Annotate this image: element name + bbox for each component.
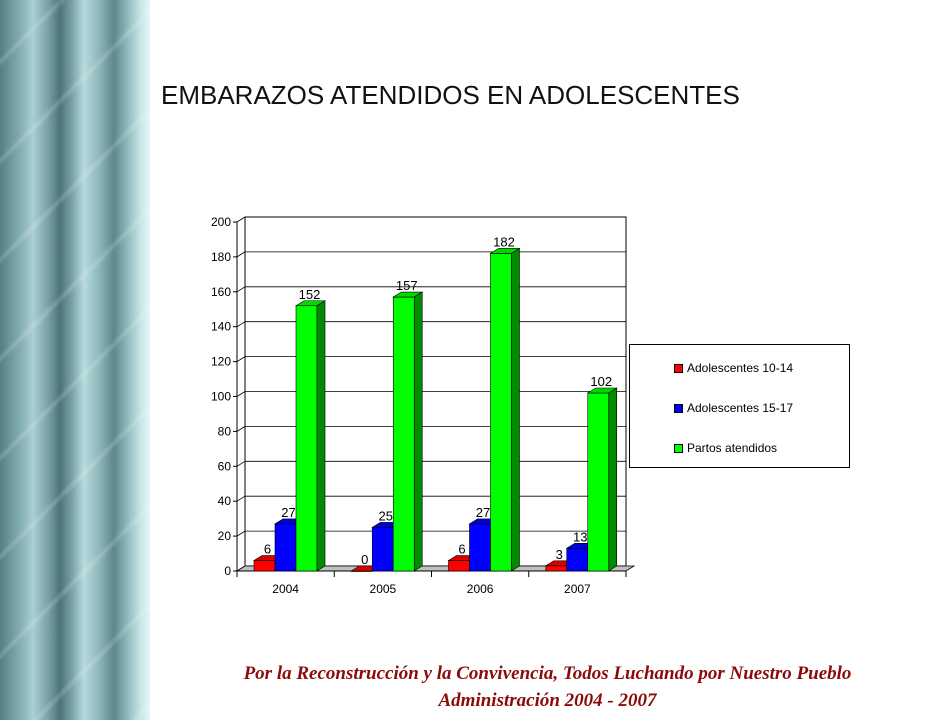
page-title: EMBARAZOS ATENDIDOS EN ADOLESCENTES (161, 80, 740, 110)
bar (545, 565, 568, 572)
data-label: 152 (299, 287, 321, 302)
data-label: 27 (281, 505, 295, 520)
side-decorative-stripe (0, 0, 150, 720)
gridline-side (236, 286, 246, 293)
data-label: 6 (264, 542, 271, 557)
data-label: 13 (573, 529, 587, 544)
gridline-side (236, 251, 246, 258)
gridline-side (236, 460, 246, 467)
footer-slogan: Por la Reconstrucción y la Convivencia, … (243, 663, 852, 684)
bar-side (608, 387, 618, 572)
gridline-side (236, 426, 246, 432)
data-label: 27 (476, 505, 490, 520)
legend-label: Adolescentes 15-17 (687, 401, 794, 415)
gridline-side (236, 391, 246, 397)
legend-swatch (674, 364, 683, 373)
y-tick-label: 80 (218, 424, 232, 438)
x-tick-label: 2004 (272, 582, 299, 596)
y-tick-label: 160 (211, 285, 231, 299)
bar (371, 527, 394, 572)
x-tick-label: 2006 (467, 582, 494, 596)
x-tick-label: 2007 (564, 582, 591, 596)
data-label: 157 (396, 278, 418, 293)
data-label: 182 (493, 234, 515, 249)
bar (274, 523, 297, 572)
bar (253, 560, 276, 572)
x-tick-label: 2005 (370, 582, 397, 596)
bar-side (413, 291, 423, 572)
data-label: 0 (361, 552, 368, 567)
gridline-side (236, 321, 246, 328)
y-tick-label: 20 (218, 529, 232, 543)
legend-label: Partos atendidos (687, 441, 778, 455)
legend-label: Adolescentes 10-14 (687, 361, 794, 375)
data-label: 6 (458, 542, 465, 557)
y-tick-label: 40 (218, 494, 232, 508)
y-tick-label: 200 (211, 215, 231, 229)
bar (566, 548, 589, 572)
gridline-side (236, 530, 246, 537)
bar-side (511, 247, 520, 572)
bar (448, 560, 470, 572)
gridline-side (236, 216, 246, 223)
bar (392, 296, 415, 572)
legend-swatch (674, 444, 683, 453)
bar (490, 253, 512, 572)
y-tick-label: 0 (224, 564, 231, 578)
gridline-side (236, 495, 246, 502)
data-label: 3 (556, 547, 563, 562)
bar-side (316, 300, 326, 572)
y-tick-label: 180 (211, 250, 231, 264)
data-label: 25 (379, 508, 393, 523)
legend-swatch (674, 404, 683, 413)
bar (295, 305, 318, 572)
y-tick-label: 60 (218, 459, 232, 473)
y-tick-label: 120 (211, 355, 231, 369)
y-tick-label: 140 (211, 320, 231, 334)
gridline-side (236, 356, 246, 362)
footer-administration: Administración 2004 - 2007 (438, 690, 657, 711)
y-tick-label: 100 (211, 390, 231, 404)
bar (587, 392, 610, 572)
chart-legend: Adolescentes 10-14 Adolescentes 15-17 Pa… (629, 344, 850, 468)
bar (469, 523, 491, 572)
data-label: 102 (590, 374, 612, 389)
